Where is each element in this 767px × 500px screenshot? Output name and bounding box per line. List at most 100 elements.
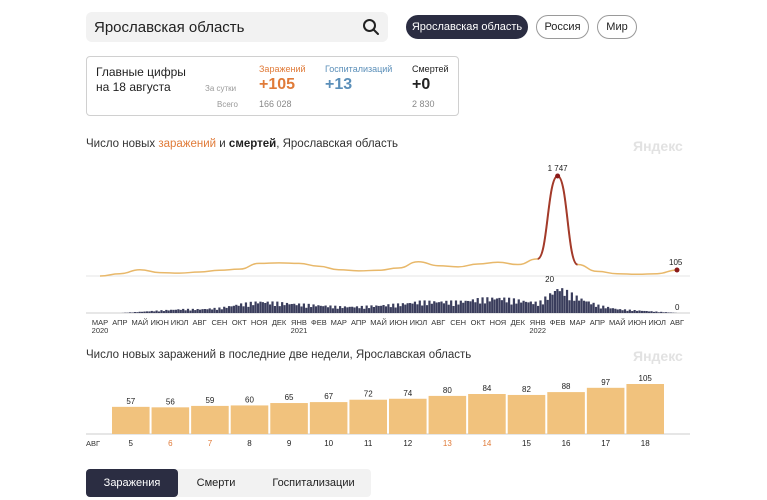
- x-tick-label: АВГ: [192, 318, 206, 327]
- x-tick-label: ДЕК: [272, 318, 287, 327]
- deaths-bar: [317, 305, 320, 313]
- deaths-bar: [278, 306, 281, 313]
- bar: [112, 406, 150, 434]
- deaths-bar: [590, 304, 593, 313]
- region-button-russia[interactable]: Россия: [536, 15, 589, 39]
- deaths-bar: [495, 298, 499, 313]
- tab-deaths[interactable]: Смерти: [196, 477, 236, 489]
- deaths-bar: [409, 303, 412, 313]
- x-tick-label: ОКТ: [232, 318, 247, 327]
- deaths-bar: [276, 301, 279, 313]
- region-button-world[interactable]: Мир: [597, 15, 637, 39]
- deaths-bar: [198, 309, 202, 313]
- bar-value-label: 57: [126, 397, 135, 406]
- x-tick-label: ИЮН: [389, 318, 407, 327]
- main-figures-card: Главные цифры на 18 августа За сутки Все…: [86, 56, 459, 116]
- bar-value-label: 72: [364, 390, 373, 399]
- deaths-bar: [447, 304, 450, 313]
- bar-value-label: 105: [639, 374, 653, 383]
- deaths-bar: [626, 310, 629, 313]
- deaths-bar: [551, 294, 554, 313]
- deaths-bar: [561, 288, 564, 313]
- x-tick-label: МАЙ: [370, 318, 387, 327]
- tab-hospitalizations[interactable]: Госпитализации: [272, 477, 355, 489]
- deaths-bar: [655, 311, 658, 313]
- two-week-bar-chart: 5755665976086596710721174128013841482158…: [86, 374, 690, 448]
- deaths-bar: [215, 309, 219, 313]
- deaths-bar: [394, 307, 397, 313]
- deaths-daily: +0: [412, 76, 431, 93]
- deaths-total: 2 830: [412, 99, 435, 109]
- deaths-bar: [351, 306, 354, 313]
- deaths-bar: [563, 295, 566, 313]
- bar-value-label: 84: [482, 384, 491, 393]
- deaths-bar: [534, 301, 537, 313]
- deaths-bar: [375, 305, 378, 313]
- bar: [230, 405, 269, 434]
- deaths-bar: [594, 306, 598, 313]
- x-tick-label: СЕН: [211, 318, 227, 327]
- deaths-bar: [648, 311, 651, 313]
- deaths-bar: [592, 302, 595, 313]
- deaths-bar: [406, 303, 409, 313]
- deaths-bar: [256, 303, 260, 313]
- bar: [547, 392, 585, 434]
- deaths-bar: [623, 309, 627, 313]
- deaths-bar: [196, 308, 199, 313]
- deaths-bar: [326, 307, 330, 313]
- x-tick-label: ИЮН: [150, 318, 168, 327]
- bar-value-label: 82: [522, 385, 531, 394]
- deaths-bar: [242, 306, 245, 313]
- deaths-bar: [227, 306, 231, 313]
- deaths-bar: [300, 306, 303, 313]
- deaths-bar: [462, 302, 465, 313]
- deaths-bar: [264, 302, 267, 313]
- region-button-yaroslavl[interactable]: Ярославская область: [406, 15, 528, 39]
- deaths-bar: [416, 304, 419, 313]
- deaths-bar: [377, 305, 380, 313]
- bar: [428, 395, 467, 434]
- deaths-bar: [259, 301, 262, 313]
- bar-value-label: 88: [562, 382, 571, 391]
- tab-infections[interactable]: Заражения: [86, 469, 178, 497]
- deaths-bar: [389, 307, 392, 313]
- deaths-bar: [384, 306, 388, 313]
- x-tick-label: ИЮЛ: [171, 318, 189, 327]
- deaths-bar: [145, 311, 149, 313]
- year-label: 2021: [291, 326, 308, 335]
- deaths-bar: [503, 297, 506, 313]
- deaths-bar: [556, 289, 559, 313]
- deaths-bar: [430, 303, 433, 313]
- deaths-bar: [517, 299, 520, 313]
- deaths-bar: [483, 303, 487, 313]
- deaths-bar: [360, 305, 363, 313]
- deaths-bar: [186, 308, 190, 313]
- deaths-bar: [191, 308, 194, 313]
- search-input[interactable]: [86, 12, 356, 42]
- deaths-bar: [488, 301, 491, 313]
- deaths-bar: [247, 306, 250, 313]
- deaths-bar: [433, 301, 436, 313]
- deaths-bar: [660, 311, 663, 313]
- deaths-bar: [522, 300, 525, 313]
- deaths-bar: [244, 302, 248, 313]
- deaths-bar: [614, 308, 617, 313]
- deaths-bar: [174, 309, 178, 313]
- search-icon[interactable]: [362, 18, 380, 36]
- deaths-bar: [230, 306, 233, 313]
- per-day-label: За сутки: [205, 84, 237, 93]
- deaths-bar: [141, 311, 144, 313]
- deaths-bar: [580, 298, 583, 313]
- chart2-title: Число новых заражений в последние две не…: [86, 349, 472, 361]
- deaths-bar: [611, 308, 615, 313]
- deaths-bar: [491, 297, 494, 313]
- deaths-bar: [285, 302, 289, 313]
- peak-label: 1 747: [548, 164, 569, 173]
- deaths-bar: [310, 307, 313, 313]
- deaths-bar: [493, 299, 496, 313]
- deaths-bar: [201, 309, 204, 313]
- deaths-bar: [307, 303, 310, 313]
- search-box[interactable]: [86, 12, 388, 42]
- deaths-bar: [640, 310, 643, 313]
- deaths-bar: [348, 306, 351, 313]
